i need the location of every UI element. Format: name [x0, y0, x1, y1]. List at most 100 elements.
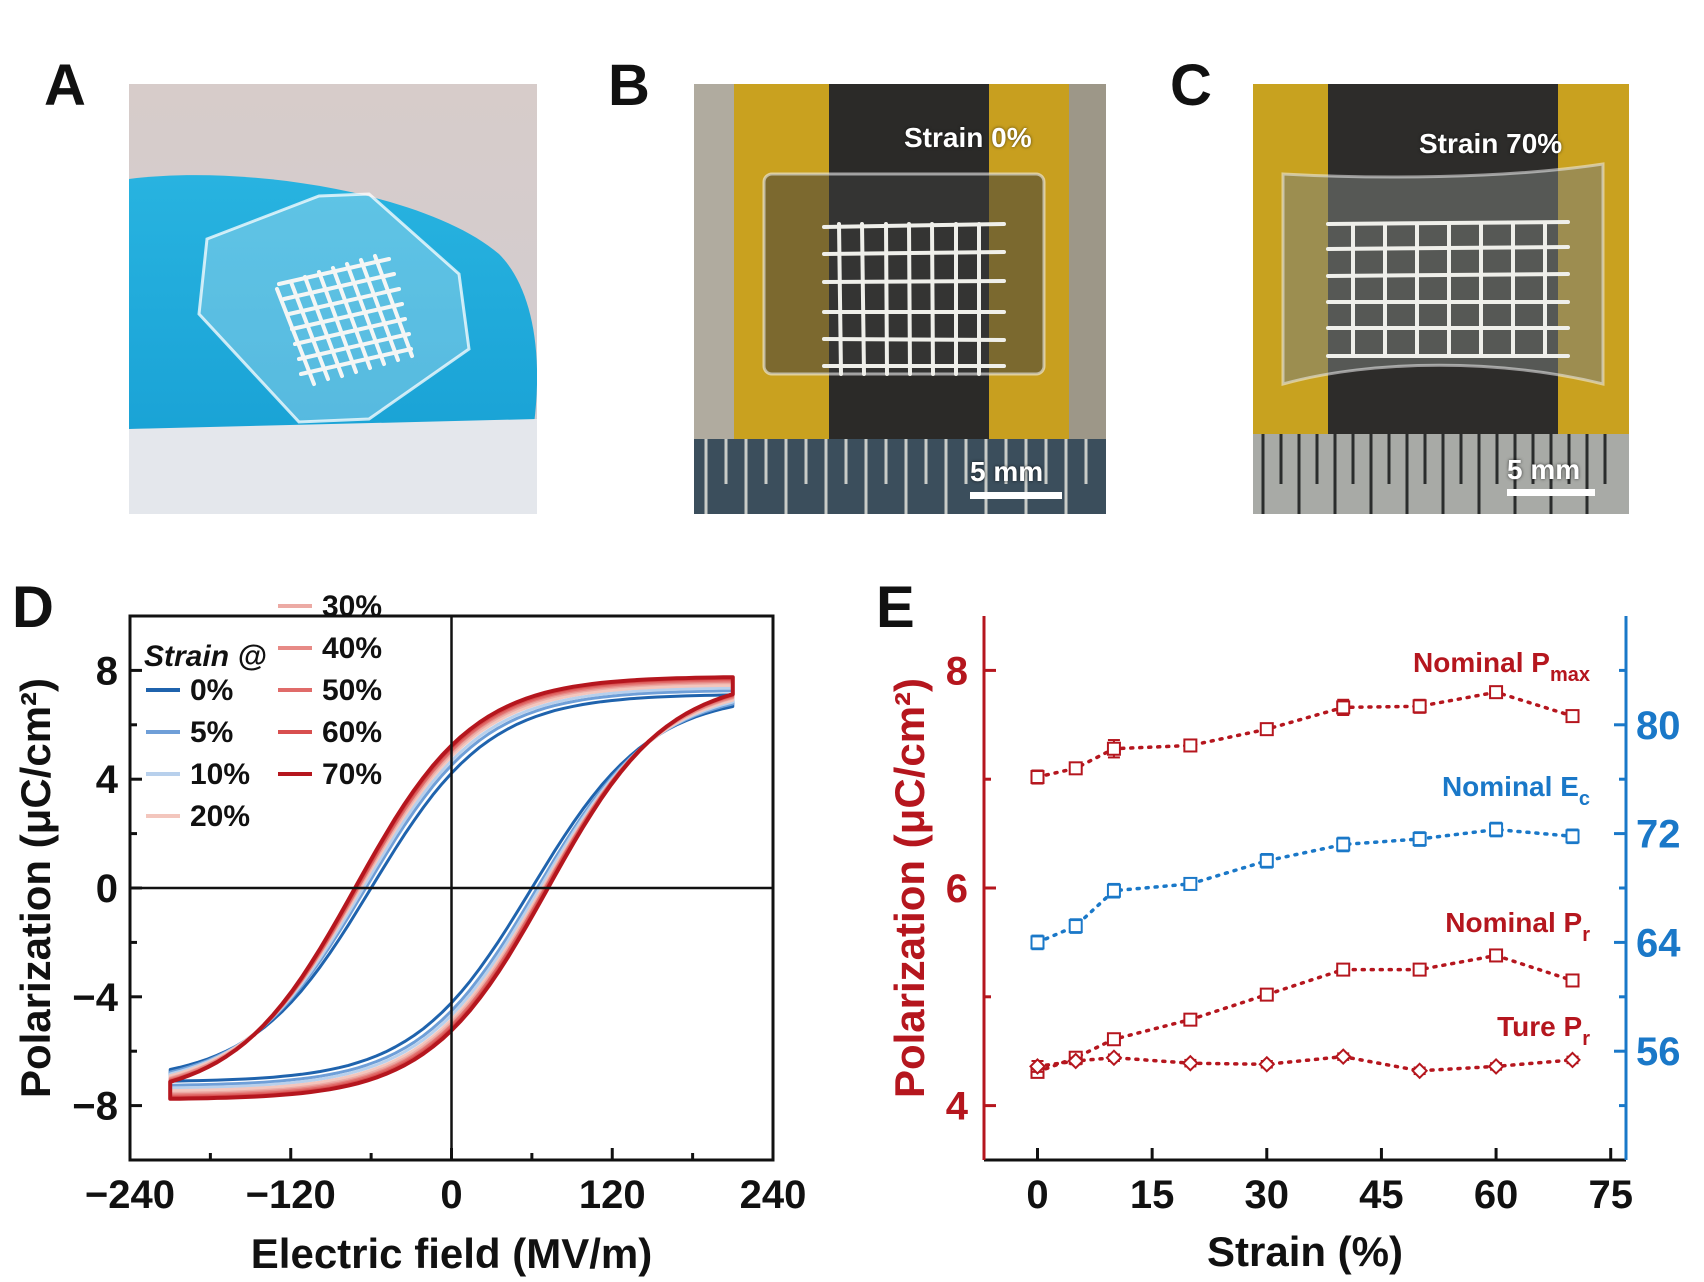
legend-label: 40%: [322, 632, 382, 665]
legend-label: 70%: [322, 758, 382, 791]
e-series-label-main: Ture P: [1497, 1011, 1582, 1042]
scale-label-c: 5 mm: [1507, 454, 1581, 485]
data-point: [1106, 1032, 1121, 1047]
d-ytick-label: 0: [96, 867, 118, 911]
data-point: [1412, 832, 1427, 847]
data-point: [1489, 685, 1504, 700]
d-ylabel: Polarization (μC/cm²): [12, 678, 59, 1098]
data-point: [1336, 837, 1351, 852]
photo-a: [129, 84, 537, 514]
e-xtick-label: 15: [1130, 1173, 1175, 1217]
data-point: [1336, 700, 1351, 715]
data-point: [1565, 973, 1580, 988]
loop-70pct: [168, 675, 735, 1101]
e-series-label-sub: max: [1550, 664, 1590, 686]
legend-label: 0%: [190, 674, 233, 707]
legend-label: 60%: [322, 716, 382, 749]
e-series-3: Ture Pr: [1029, 1011, 1590, 1080]
e-ytick-label: 8: [946, 649, 968, 693]
data-point: [1183, 738, 1198, 753]
e-xtick-label: 30: [1245, 1173, 1290, 1217]
d-ytick-label: −4: [72, 976, 118, 1020]
d-xtick-label: −120: [246, 1173, 336, 1217]
data-point: [1030, 770, 1045, 785]
data-point: [1565, 709, 1580, 724]
d-legend: Strain @0% 5% 10% 20% 30% 40% 50% 60% 70%: [144, 590, 382, 833]
data-point: [1564, 1051, 1581, 1069]
data-point: [1106, 883, 1121, 898]
e-xtick-label: 0: [1026, 1173, 1048, 1217]
d-xtick-label: 240: [740, 1173, 807, 1217]
data-point: [1259, 722, 1274, 737]
hysteresis-loops: [168, 675, 735, 1101]
e-series-2: Nominal Pr: [1030, 907, 1590, 1079]
e-series-label-main: Nominal P: [1445, 907, 1582, 938]
photo-c: Strain 70% 5 mm: [1253, 84, 1629, 514]
e-series-1: Nominal Ec: [1030, 771, 1590, 951]
data-point: [1412, 962, 1427, 977]
e-series-line: [1035, 690, 1575, 779]
scale-label-b: 5 mm: [970, 456, 1044, 487]
d-ytick-label: 4: [96, 758, 119, 802]
e-series-label-sub: r: [1582, 1028, 1590, 1050]
data-point: [1259, 853, 1274, 868]
data-point: [1181, 1054, 1199, 1072]
e-ytick-label: 6: [946, 867, 968, 911]
legend-label: 10%: [190, 758, 250, 791]
data-point: [1487, 1058, 1505, 1075]
data-point: [1068, 761, 1083, 776]
d-ticks: −240 −120 0 120 240 −8 −4 0 4 8: [72, 649, 806, 1217]
data-point: [1489, 822, 1504, 837]
panel-letter-e: E: [876, 575, 915, 640]
e-y2tick-label: 56: [1636, 1030, 1681, 1074]
e-ytick-label: 4: [946, 1085, 969, 1129]
d-xtick-label: 120: [579, 1173, 646, 1217]
chart-d-hysteresis: −240 −120 0 120 240 −8 −4 0 4 8 Electric field (MV…: [12, 590, 806, 1277]
e-xtick-label: 75: [1588, 1173, 1633, 1217]
legend-label: 50%: [322, 674, 382, 707]
legend-label: 5%: [190, 716, 233, 749]
strain-label-c: Strain 70%: [1419, 128, 1563, 159]
panel-letter-d: D: [12, 575, 54, 640]
d-xtick-label: −240: [85, 1173, 175, 1217]
d-ytick-label: −8: [72, 1085, 118, 1129]
legend-label: 20%: [190, 800, 250, 833]
data-point: [1565, 829, 1580, 844]
legend-label: 30%: [322, 590, 382, 623]
e-series-label-main: Nominal P: [1413, 647, 1550, 678]
e-series-label: Nominal Ec: [1442, 771, 1590, 810]
data-point: [1030, 1064, 1045, 1079]
d-ytick-label: 8: [96, 649, 118, 693]
data-point: [1068, 1050, 1083, 1065]
d-xlabel: Electric field (MV/m): [251, 1230, 652, 1277]
photo-b: Strain 0% 5 mm: [694, 84, 1106, 514]
e-xlabel: Strain (%): [1207, 1228, 1403, 1275]
e-y2tick-label: 72: [1636, 813, 1681, 857]
data-point: [1029, 1058, 1046, 1075]
data-point: [1105, 1049, 1123, 1067]
panel-letter-a: A: [44, 53, 86, 118]
data-point: [1489, 948, 1504, 963]
data-point: [1334, 1048, 1352, 1066]
e-y2tick-label: 64: [1636, 921, 1681, 965]
e-series-label-main: Nominal E: [1442, 771, 1579, 802]
e-ylabel: Polarization (μC/cm²): [886, 678, 933, 1098]
e-series-line: [1035, 1054, 1575, 1073]
data-point: [1183, 1012, 1198, 1027]
data-point: [1259, 987, 1274, 1002]
data-point: [1412, 699, 1427, 714]
panel-letter-b: B: [608, 53, 650, 118]
e-series-line: [1035, 953, 1575, 1074]
e-xtick-label: 45: [1359, 1173, 1404, 1217]
e-series-label: Ture Pr: [1497, 1011, 1590, 1050]
data-point: [1258, 1055, 1276, 1073]
data-point: [1067, 1052, 1085, 1070]
data-point: [1068, 919, 1083, 934]
e-series-label: Nominal Pmax: [1413, 647, 1590, 686]
d-xtick-label: 0: [440, 1173, 462, 1217]
panel-letter-c: C: [1170, 53, 1212, 118]
e-series-label-sub: c: [1579, 788, 1590, 810]
legend-title: Strain @: [144, 640, 267, 673]
data-point: [1336, 962, 1351, 977]
e-series-label-sub: r: [1582, 924, 1590, 946]
